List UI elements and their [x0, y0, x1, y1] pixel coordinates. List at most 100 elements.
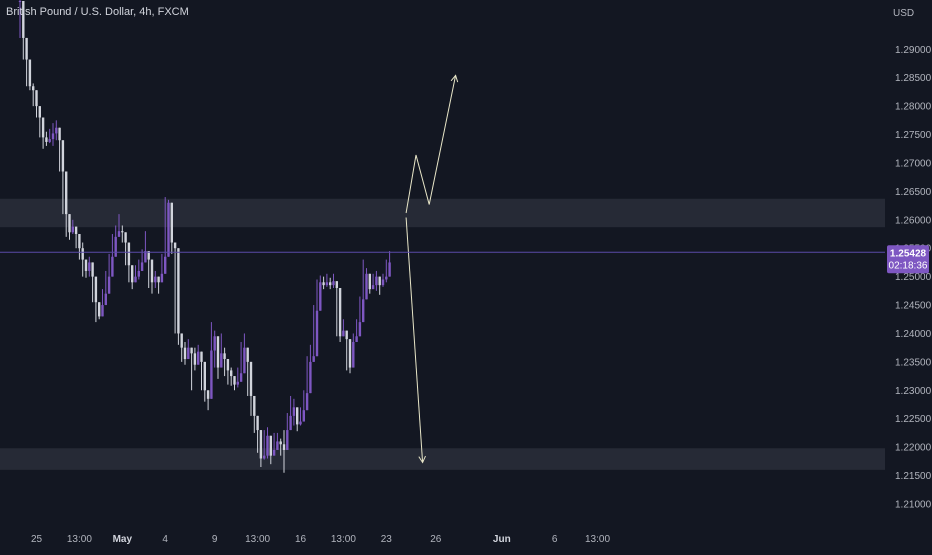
x-tick-label: 9 — [212, 534, 218, 545]
y-tick-label: 1.27000 — [895, 158, 932, 169]
price-tag-countdown: 02:18:36 — [889, 260, 928, 271]
candle-body — [101, 305, 104, 317]
candle-body — [140, 262, 144, 271]
candle-body — [154, 276, 157, 283]
x-tick-label: 25 — [31, 534, 43, 545]
candle-body — [342, 330, 345, 337]
candle-body — [68, 214, 71, 233]
candle-body — [230, 370, 233, 377]
candle-body — [157, 276, 160, 283]
candle-body — [203, 361, 206, 391]
candle-body — [183, 347, 187, 360]
projection-down-arrow-head — [418, 455, 426, 464]
current-price-tag: 1.25428 02:18:36 — [887, 245, 929, 274]
candle-body — [282, 444, 286, 450]
candle-body — [55, 127, 58, 134]
candle-body — [312, 356, 315, 362]
candle-body — [167, 202, 170, 257]
candle-body — [263, 455, 266, 459]
candle-body — [299, 421, 302, 425]
zone-1 — [0, 448, 885, 470]
x-tick-label: May — [113, 534, 133, 545]
price-axis[interactable]: USD 1.29000 1.28500 1.28000 1.27500 1.27000 1… — [893, 8, 932, 510]
candle-body — [352, 341, 355, 368]
candle-body — [213, 336, 216, 351]
zone-0 — [0, 198, 885, 228]
candle-body — [91, 262, 94, 277]
candle-body — [144, 251, 147, 263]
candle-body — [269, 435, 272, 456]
candle-body — [378, 276, 381, 286]
candle-body — [276, 441, 279, 450]
x-tick-label: 13:00 — [585, 534, 610, 545]
candle-body — [160, 273, 164, 283]
projection-down-arrow — [405, 217, 424, 463]
candle-body — [371, 285, 375, 290]
candle-body — [137, 270, 140, 277]
candle-body — [329, 282, 332, 286]
y-tick-label: 1.28500 — [895, 73, 932, 84]
candle-body — [319, 282, 322, 311]
candle-body — [286, 430, 289, 450]
candle-body — [45, 137, 48, 142]
y-tick-label: 1.25000 — [895, 272, 932, 283]
candle-body — [197, 351, 200, 365]
candle-body — [131, 265, 134, 283]
y-tick-label: 1.28000 — [895, 102, 932, 113]
candle-body — [296, 407, 299, 425]
candle-body — [187, 347, 190, 360]
candle-body — [368, 273, 371, 290]
y-tick-label: 1.26000 — [895, 215, 932, 226]
candle-body — [226, 359, 230, 371]
x-tick-label: 26 — [430, 534, 442, 545]
candle-body — [164, 256, 167, 274]
candle-body — [322, 282, 325, 286]
candle-body — [279, 441, 282, 445]
candle-body — [256, 415, 259, 431]
candle-body — [78, 234, 81, 249]
candle-body — [362, 299, 365, 323]
candle-body — [315, 310, 319, 357]
candle-body — [98, 302, 101, 317]
candle-body — [94, 276, 98, 303]
candle-body — [309, 361, 312, 394]
x-tick-label: 13:00 — [67, 534, 92, 545]
x-tick-label: 13:00 — [245, 534, 270, 545]
candle-body — [25, 37, 28, 60]
candle-body — [305, 393, 309, 411]
candle-body — [253, 395, 256, 416]
candle-body — [81, 248, 84, 260]
candle-body — [272, 449, 276, 456]
y-tick-label: 1.26500 — [895, 187, 932, 198]
candle-body — [239, 373, 243, 382]
y-tick-label: 1.23000 — [895, 386, 932, 397]
y-tick-label: 1.22500 — [895, 414, 932, 425]
candle-body — [345, 330, 348, 340]
candle-body — [22, 1, 25, 38]
time-axis[interactable]: 25 13:00 May 4 9 13:00 16 13:00 23 26 Jun 6 13:00 — [31, 534, 611, 545]
candle-body — [18, 1, 22, 2]
projection-up-arrow-head — [450, 74, 459, 83]
candle-body — [111, 256, 114, 277]
candle-body — [259, 430, 263, 459]
candle-body — [292, 407, 296, 416]
candle-body — [51, 133, 55, 140]
candle-body — [134, 276, 137, 283]
candle-body — [266, 435, 269, 456]
candle-body — [58, 127, 61, 141]
candle-body — [35, 90, 38, 107]
candle-body — [365, 273, 368, 300]
y-tick-label: 1.27500 — [895, 130, 932, 141]
y-tick-label: 1.24500 — [895, 301, 932, 312]
candle-body — [375, 276, 378, 286]
candle-body — [150, 259, 154, 283]
price-tag-background — [887, 245, 929, 274]
candle-body — [233, 376, 236, 385]
candle-body — [84, 259, 88, 271]
candle-body — [114, 236, 117, 257]
candle-body — [48, 139, 51, 142]
candle-body — [121, 231, 124, 233]
candlestick-series — [18, 0, 391, 473]
candle-body — [325, 282, 329, 286]
